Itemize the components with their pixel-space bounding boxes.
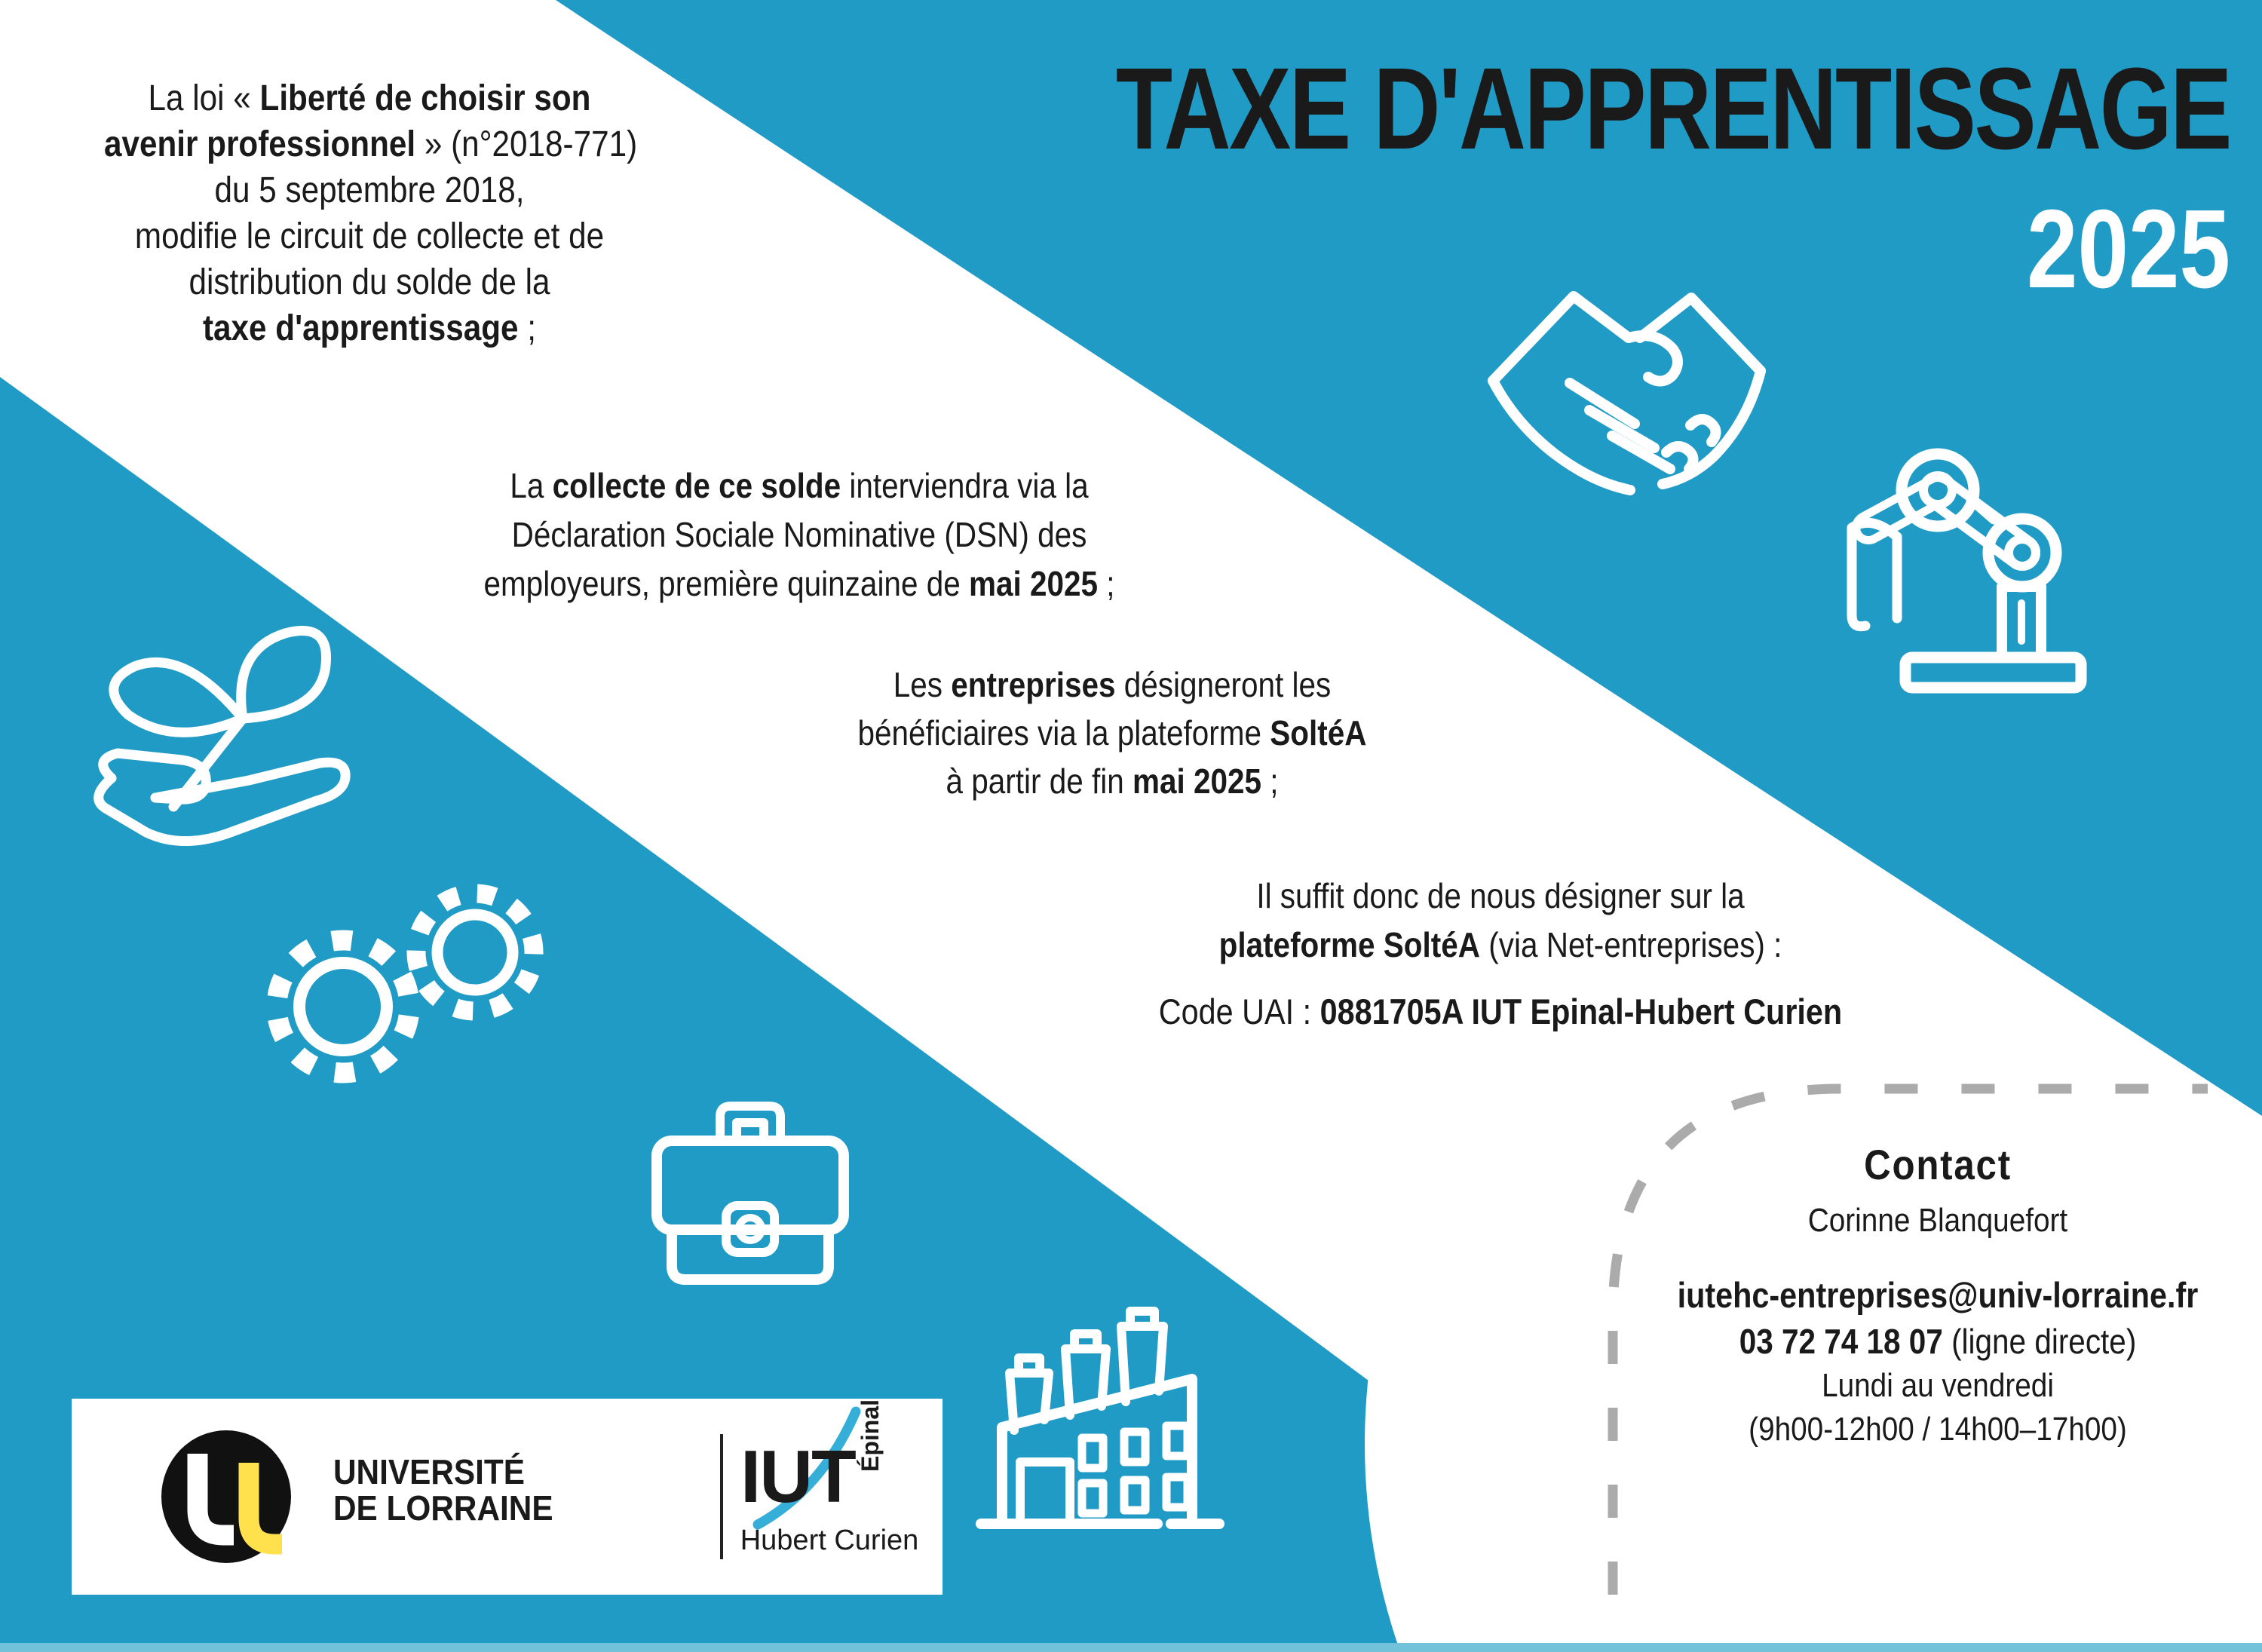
text-line: Les entreprises désigneront les xyxy=(893,665,1332,704)
dashed-arc xyxy=(1608,1083,2208,1595)
top-right-teal-swoosh xyxy=(556,0,2262,1116)
iut-acronym: IUT xyxy=(740,1435,857,1518)
handshake-icon xyxy=(1488,291,1766,495)
text-line: modifie le circuit de collecte et de xyxy=(134,216,605,256)
text-line: bénéficiaires via la plateforme SoltéA xyxy=(857,713,1367,752)
text-line: Code UAI : 0881705A IUT Epinal-Hubert Cu… xyxy=(1158,992,1843,1031)
code-uai-line: Code UAI : 0881705A IUT Epinal-Hubert Cu… xyxy=(1102,988,1899,1035)
text-line: du 5 septembre 2018, xyxy=(214,170,525,210)
text-line: Lundi au vendredi xyxy=(1822,1367,2054,1404)
text-line: La loi « Liberté de choisir son xyxy=(148,78,591,118)
ul-monogram-u xyxy=(187,1454,234,1546)
briefcase-icon xyxy=(651,1102,849,1285)
paragraph-entreprises: Les entreprises désigneront les bénéficia… xyxy=(807,660,1418,805)
university-logo-text: UNIVERSITÉ DE LORRAINE xyxy=(333,1454,553,1526)
hand-plant-icon xyxy=(93,626,351,847)
contact-title: Contact xyxy=(1864,1141,2012,1188)
iut-swoosh xyxy=(752,1406,861,1530)
robot-arm-icon xyxy=(1847,448,2087,694)
text-line: taxe d'apprentissage ; xyxy=(202,308,536,348)
contact-white-circle xyxy=(1365,818,2262,1652)
text-line: plateforme SoltéA (via Net-entreprises) … xyxy=(1218,925,1782,964)
gears-icon xyxy=(266,884,544,1083)
text-line: Il suffit donc de nous désigner sur la xyxy=(1256,876,1745,915)
text-line: à partir de fin mai 2025 ; xyxy=(946,762,1279,801)
factory-icon xyxy=(976,1307,1224,1529)
logo-box xyxy=(72,1399,942,1595)
paragraph-soltea: Il suffit donc de nous désigner sur la pl… xyxy=(1188,872,1812,970)
text-line: Corinne Blanquefort xyxy=(1807,1202,2068,1239)
text-line: iutehc-entreprises@univ-lorraine.fr xyxy=(1677,1275,2199,1315)
text-line: distribution du solde de la xyxy=(188,262,550,302)
page-title: TAXE D'APPRENTISSAGE xyxy=(1115,44,2233,173)
paragraph-law: La loi « Liberté de choisir son avenir pr… xyxy=(104,75,638,351)
iut-site: Épinal xyxy=(857,1399,884,1472)
text-line: 03 72 74 18 07 (ligne directe) xyxy=(1739,1322,2137,1361)
contact-block: Contact Corinne Blanquefort iutehc-entrep… xyxy=(1672,1140,2203,1451)
year-badge: 2025 xyxy=(2027,187,2230,311)
contact-lines: Corinne Blanquefort iutehc-entreprises@un… xyxy=(1672,1200,2203,1451)
text-line: Déclaration Sociale Nominative (DSN) des xyxy=(511,515,1087,554)
bottom-strip xyxy=(0,1643,2262,1652)
iut-name: Hubert Curien xyxy=(740,1525,919,1556)
text-line: La collecte de ce solde interviendra via… xyxy=(510,466,1089,505)
text-line: avenir professionnel » (n°2018-771) xyxy=(104,124,638,164)
university-name-line2: DE LORRAINE xyxy=(333,1488,553,1528)
university-name-line1: UNIVERSITÉ xyxy=(333,1452,525,1491)
text-line: employeurs, première quinzaine de mai 20… xyxy=(483,564,1115,603)
text-line: (9h00-12h00 / 14h00–17h00) xyxy=(1749,1411,2127,1448)
ul-monogram-l xyxy=(238,1463,282,1555)
paragraph-collecte: La collecte de ce solde interviendra via… xyxy=(467,461,1131,608)
bottom-left-teal-swoosh xyxy=(0,377,1734,1652)
